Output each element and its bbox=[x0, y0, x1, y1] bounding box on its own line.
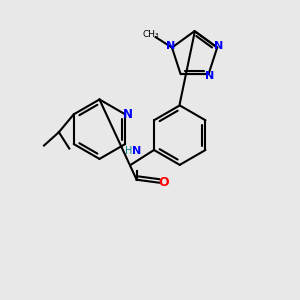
Text: N: N bbox=[214, 41, 223, 51]
Text: N: N bbox=[206, 70, 215, 81]
Text: CH₃: CH₃ bbox=[143, 30, 160, 39]
Text: O: O bbox=[158, 176, 169, 189]
Text: H: H bbox=[125, 146, 133, 157]
Text: N: N bbox=[123, 108, 133, 121]
Text: N: N bbox=[132, 146, 141, 157]
Text: N: N bbox=[166, 41, 175, 51]
